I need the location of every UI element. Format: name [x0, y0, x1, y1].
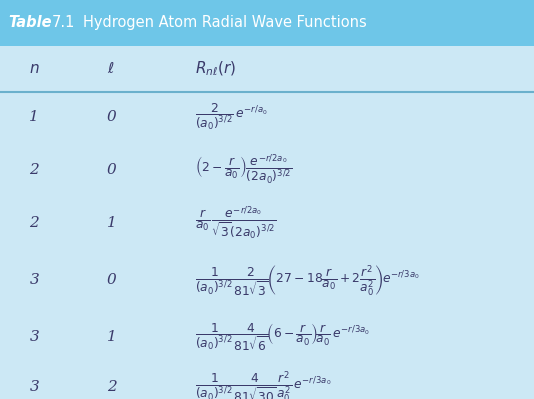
- Text: $\dfrac{r}{a_0}\,\dfrac{e^{-r/2a_0}}{\sqrt{3}(2a_0)^{3/2}}$: $\dfrac{r}{a_0}\,\dfrac{e^{-r/2a_0}}{\sq…: [195, 205, 277, 242]
- Text: 3: 3: [29, 273, 39, 287]
- Text: 1: 1: [107, 330, 116, 344]
- Text: $\mathit{n}$: $\mathit{n}$: [29, 61, 40, 76]
- Text: 0: 0: [107, 273, 116, 287]
- Text: $\dfrac{1}{(a_0)^{3/2}}\dfrac{4}{81\sqrt{30}}\dfrac{r^2}{a_0^2}\,e^{-r/3a_0}$: $\dfrac{1}{(a_0)^{3/2}}\dfrac{4}{81\sqrt…: [195, 369, 332, 399]
- Text: 3: 3: [29, 380, 39, 394]
- FancyBboxPatch shape: [0, 0, 534, 46]
- Text: $\dfrac{1}{(a_0)^{3/2}}\dfrac{2}{81\sqrt{3}}\!\left(27-18\dfrac{r}{a_0}+2\dfrac{: $\dfrac{1}{(a_0)^{3/2}}\dfrac{2}{81\sqrt…: [195, 263, 420, 298]
- Text: 3: 3: [29, 330, 39, 344]
- Text: 2: 2: [29, 216, 39, 231]
- Text: Hydrogen Atom Radial Wave Functions: Hydrogen Atom Radial Wave Functions: [83, 16, 366, 30]
- Text: $\dfrac{1}{(a_0)^{3/2}}\dfrac{4}{81\sqrt{6}}\!\left(6-\dfrac{r}{a_0}\right)\!\df: $\dfrac{1}{(a_0)^{3/2}}\dfrac{4}{81\sqrt…: [195, 321, 370, 353]
- Text: 0: 0: [107, 162, 116, 177]
- Text: $\ell$: $\ell$: [107, 61, 114, 76]
- Text: $\left(2-\dfrac{r}{a_0}\right)\dfrac{e^{-r/2a_0}}{(2a_0)^{3/2}}$: $\left(2-\dfrac{r}{a_0}\right)\dfrac{e^{…: [195, 153, 293, 186]
- Text: 7.1: 7.1: [52, 16, 75, 30]
- Text: $\dfrac{2}{(a_0)^{3/2}}\,e^{-r/a_0}$: $\dfrac{2}{(a_0)^{3/2}}\,e^{-r/a_0}$: [195, 102, 268, 132]
- Text: Table: Table: [8, 16, 51, 30]
- Text: 2: 2: [29, 162, 39, 177]
- Text: 1: 1: [29, 110, 39, 124]
- Text: $R_{n\ell}(r)$: $R_{n\ell}(r)$: [195, 59, 236, 78]
- Text: 1: 1: [107, 216, 116, 231]
- Text: 0: 0: [107, 110, 116, 124]
- Text: 2: 2: [107, 380, 116, 394]
